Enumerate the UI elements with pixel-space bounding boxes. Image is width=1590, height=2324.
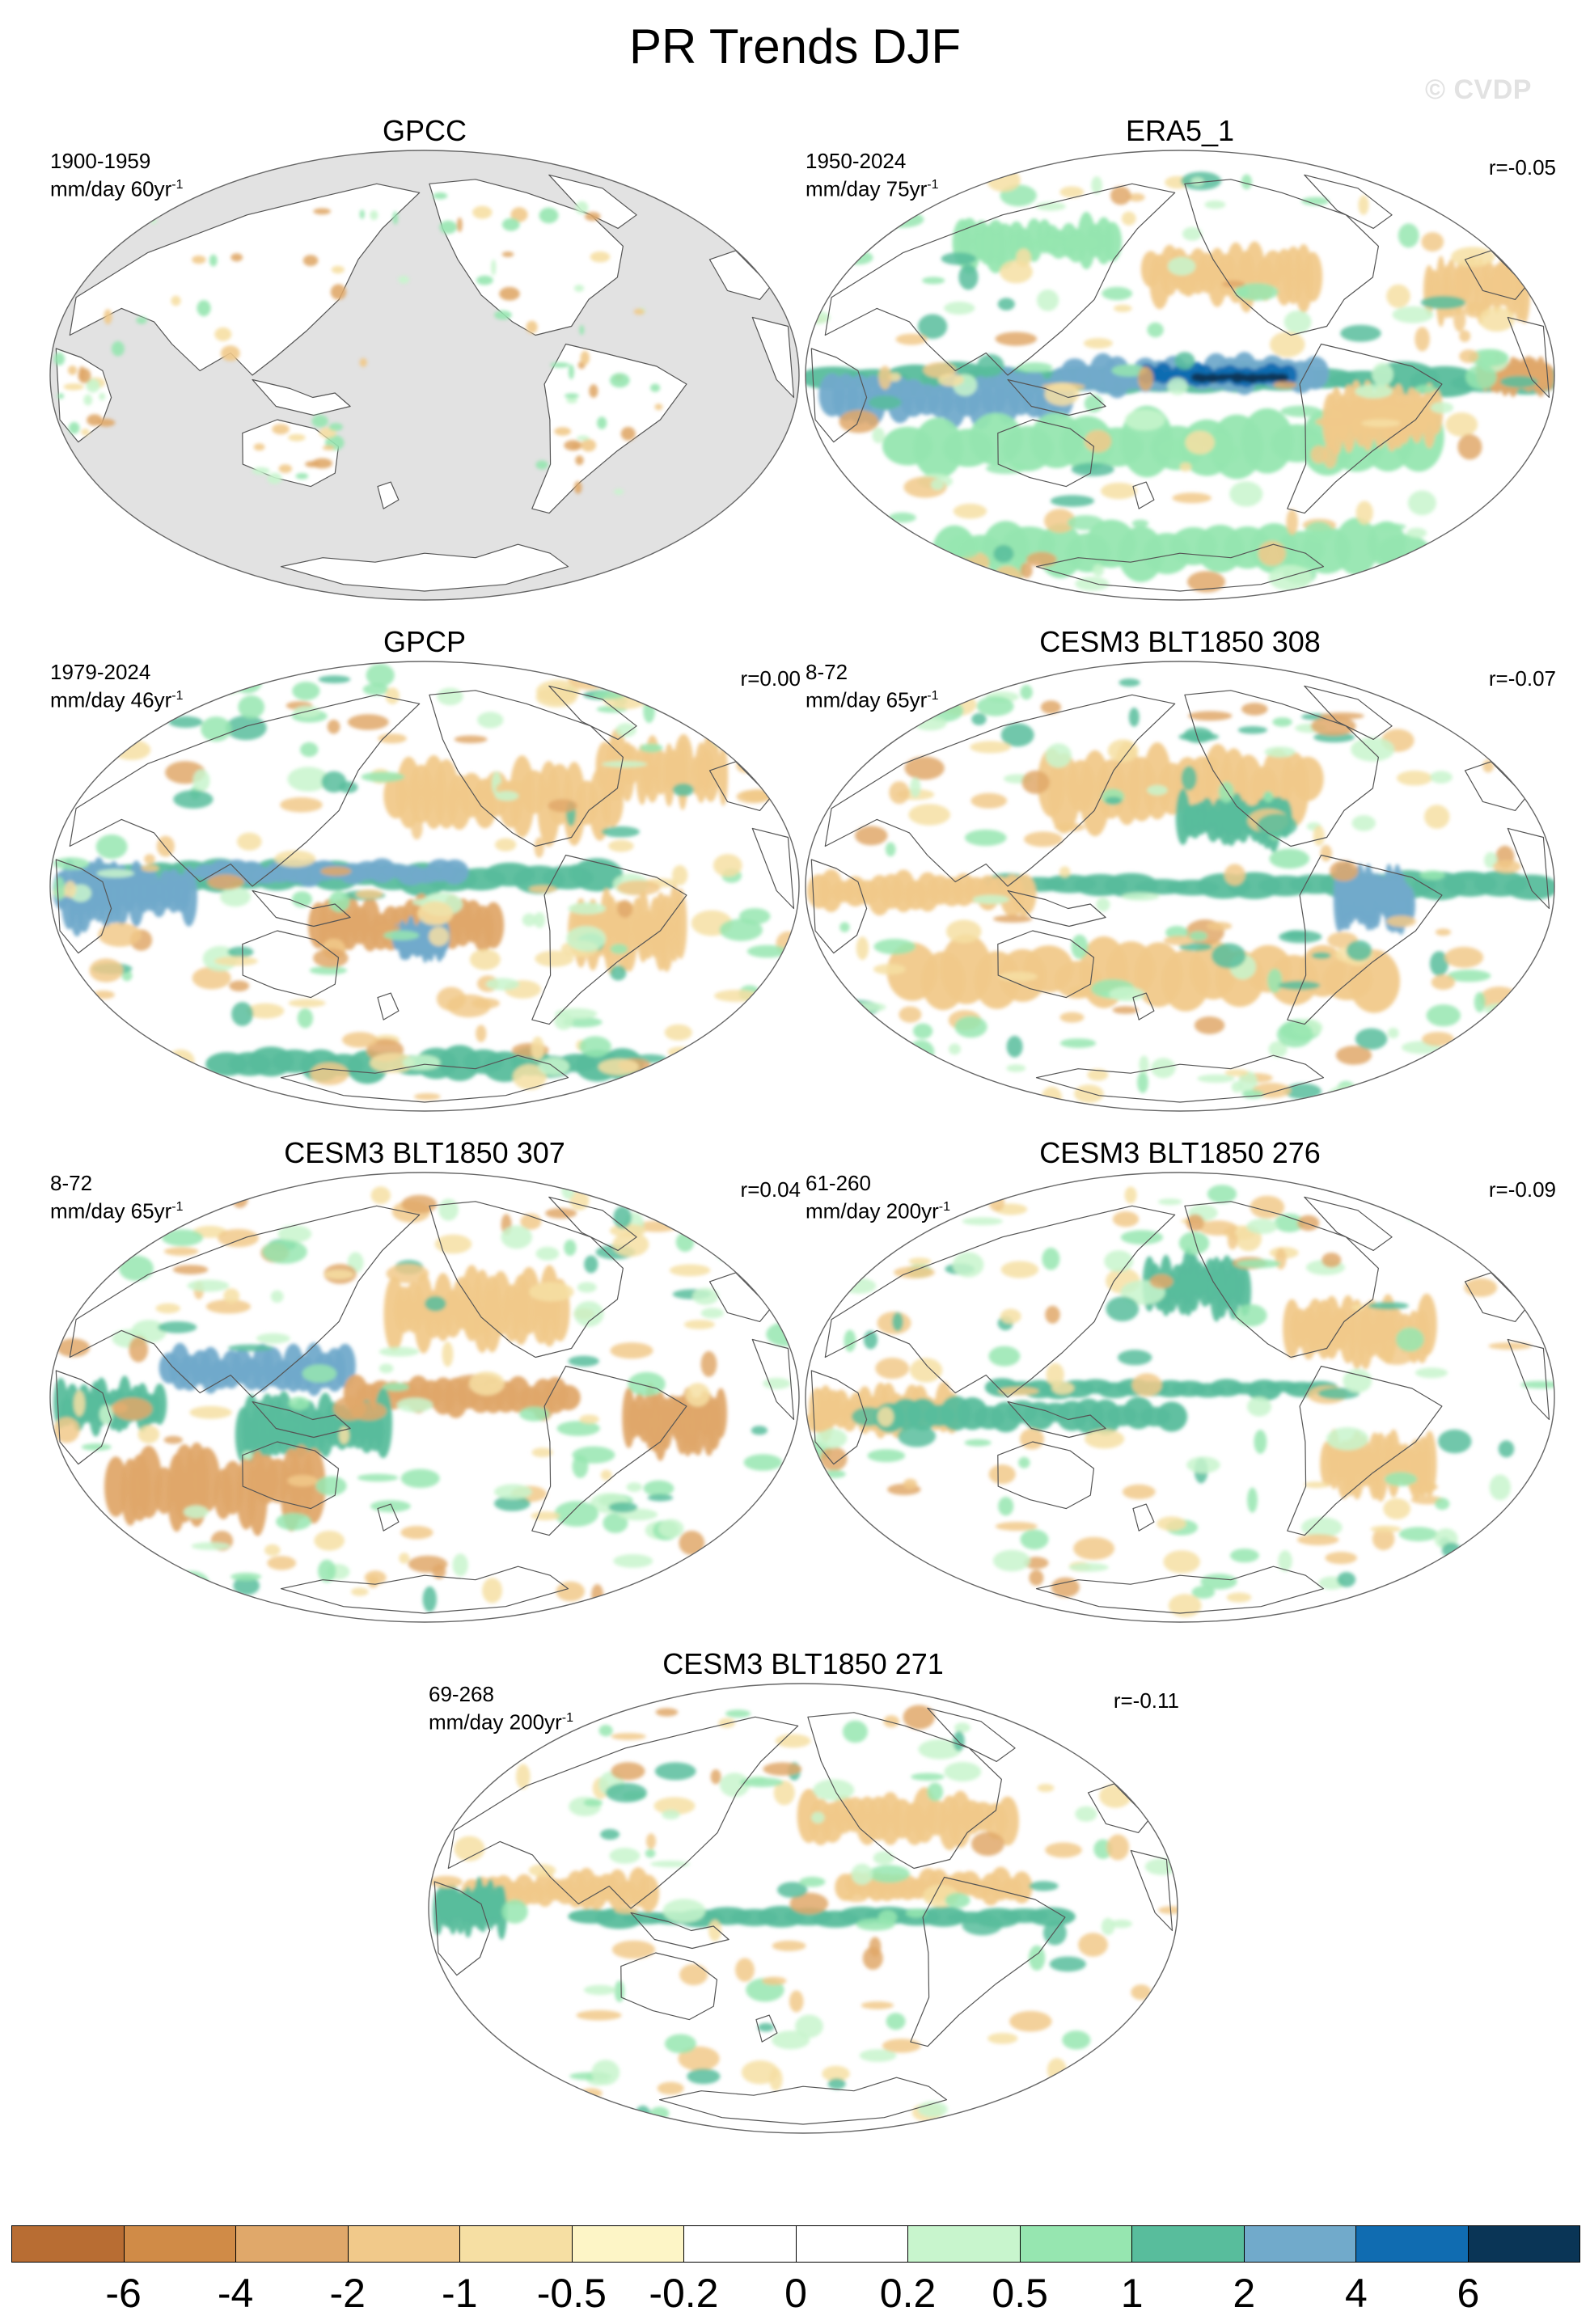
panel-correlation: r=0.00 (740, 666, 801, 691)
colorbar-box (684, 2226, 797, 2262)
panel-correlation: r=-0.11 (1113, 1688, 1179, 1713)
colorbar-box (1356, 2226, 1469, 2262)
colorbar-box (908, 2226, 1021, 2262)
colorbar-box (1020, 2226, 1132, 2262)
panel-period: 69-268 (429, 1682, 494, 1706)
map-panel-cesm3-307: CESM3 BLT1850 307 8-72 mm/day 65yr-1 r=0… (49, 1136, 801, 1623)
map-panel-gpcc: GPCC 1900-1959 mm/day 60yr-1 (49, 114, 801, 601)
panel-period: 61-260 (806, 1171, 871, 1195)
colorbar-label: -0.2 (649, 2271, 719, 2316)
panel-correlation: r=-0.07 (1488, 666, 1556, 691)
colorbar-box (796, 2226, 908, 2262)
colorbar-label: 0.5 (992, 2271, 1048, 2316)
panel-correlation: r=-0.05 (1488, 155, 1556, 180)
colorbar-box (1244, 2226, 1356, 2262)
panel-period: 8-72 (50, 1171, 93, 1195)
colorbar-box (124, 2226, 236, 2262)
panel-title: GPCP (383, 625, 467, 658)
colorbar-label: 0.2 (879, 2271, 937, 2316)
world-map (49, 1172, 800, 1623)
map-panel-cesm3-308: CESM3 BLT1850 308 8-72 mm/day 65yr-1 r=-… (804, 625, 1556, 1112)
panel-title: CESM3 BLT1850 308 (1039, 625, 1321, 658)
panel-units: mm/day 200yr-1 (806, 1198, 950, 1223)
panel-units: mm/day 65yr-1 (50, 1198, 184, 1223)
world-map (805, 1172, 1555, 1623)
map-panel-era5: ERA5_1 1950-2024 mm/day 75yr-1 r=-0.05 (804, 114, 1556, 601)
colorbar-box (572, 2226, 684, 2262)
panel-title: CESM3 BLT1850 271 (662, 1647, 944, 1680)
panel-units: mm/day 65yr-1 (806, 687, 939, 712)
colorbar-label: -6 (105, 2271, 142, 2316)
map-panel-gpcp: GPCP 1979-2024 mm/day 46yr-1 r=0.00 (49, 625, 801, 1112)
panel-title: GPCC (382, 114, 467, 147)
colorbar-box (348, 2226, 460, 2262)
colorbar-box (460, 2226, 573, 2262)
colorbar-label: -2 (329, 2271, 366, 2316)
colorbar-label: -0.5 (536, 2271, 607, 2316)
colorbar-label: 0 (784, 2271, 807, 2316)
colorbar-label: -1 (442, 2271, 478, 2316)
colorbar-box (1468, 2226, 1579, 2262)
panel-title: ERA5_1 (1125, 114, 1235, 147)
panel-period: 1979-2024 (50, 660, 151, 684)
colorbar-label: -4 (217, 2271, 254, 2316)
colorbar-box (236, 2226, 349, 2262)
colorbar-label: 6 (1457, 2271, 1480, 2316)
panel-correlation: r=-0.09 (1488, 1177, 1556, 1202)
map-panel-cesm3-271: CESM3 BLT1850 271 69-268 mm/day 200yr-1 … (427, 1647, 1179, 2134)
panel-title: CESM3 BLT1850 276 (1039, 1136, 1321, 1169)
panel-period: 1900-1959 (50, 149, 151, 173)
panel-units: mm/day 60yr-1 (50, 176, 184, 201)
panel-title: CESM3 BLT1850 307 (284, 1136, 565, 1169)
colorbar-label: 4 (1344, 2271, 1368, 2316)
colorbar-box (1132, 2226, 1245, 2262)
panel-period: 1950-2024 (806, 149, 907, 173)
world-map (805, 150, 1555, 601)
map-panel-cesm3-276: CESM3 BLT1850 276 61-260 mm/day 200yr-1 … (804, 1136, 1556, 1623)
colorbar-label: 2 (1233, 2271, 1256, 2316)
colorbar-labels: -6 -4 -2 -1 -0.5 -0.2 0 0.2 0.5 1 2 4 6 (11, 2269, 1580, 2318)
panel-correlation: r=0.04 (740, 1177, 801, 1202)
colorbar (11, 2225, 1580, 2263)
panel-units: mm/day 75yr-1 (806, 176, 939, 201)
world-map (428, 1683, 1178, 2134)
world-map (49, 661, 800, 1112)
world-map (49, 150, 800, 601)
panel-units: mm/day 46yr-1 (50, 687, 184, 712)
colorbar-box (12, 2226, 125, 2262)
panel-period: 8-72 (806, 660, 848, 684)
world-map (805, 661, 1555, 1112)
figure-title: PR Trends DJF (628, 19, 962, 74)
colorbar-label: 1 (1120, 2271, 1144, 2316)
cvdp-watermark: © CVDP (1425, 74, 1532, 105)
panel-units: mm/day 200yr-1 (429, 1709, 573, 1735)
